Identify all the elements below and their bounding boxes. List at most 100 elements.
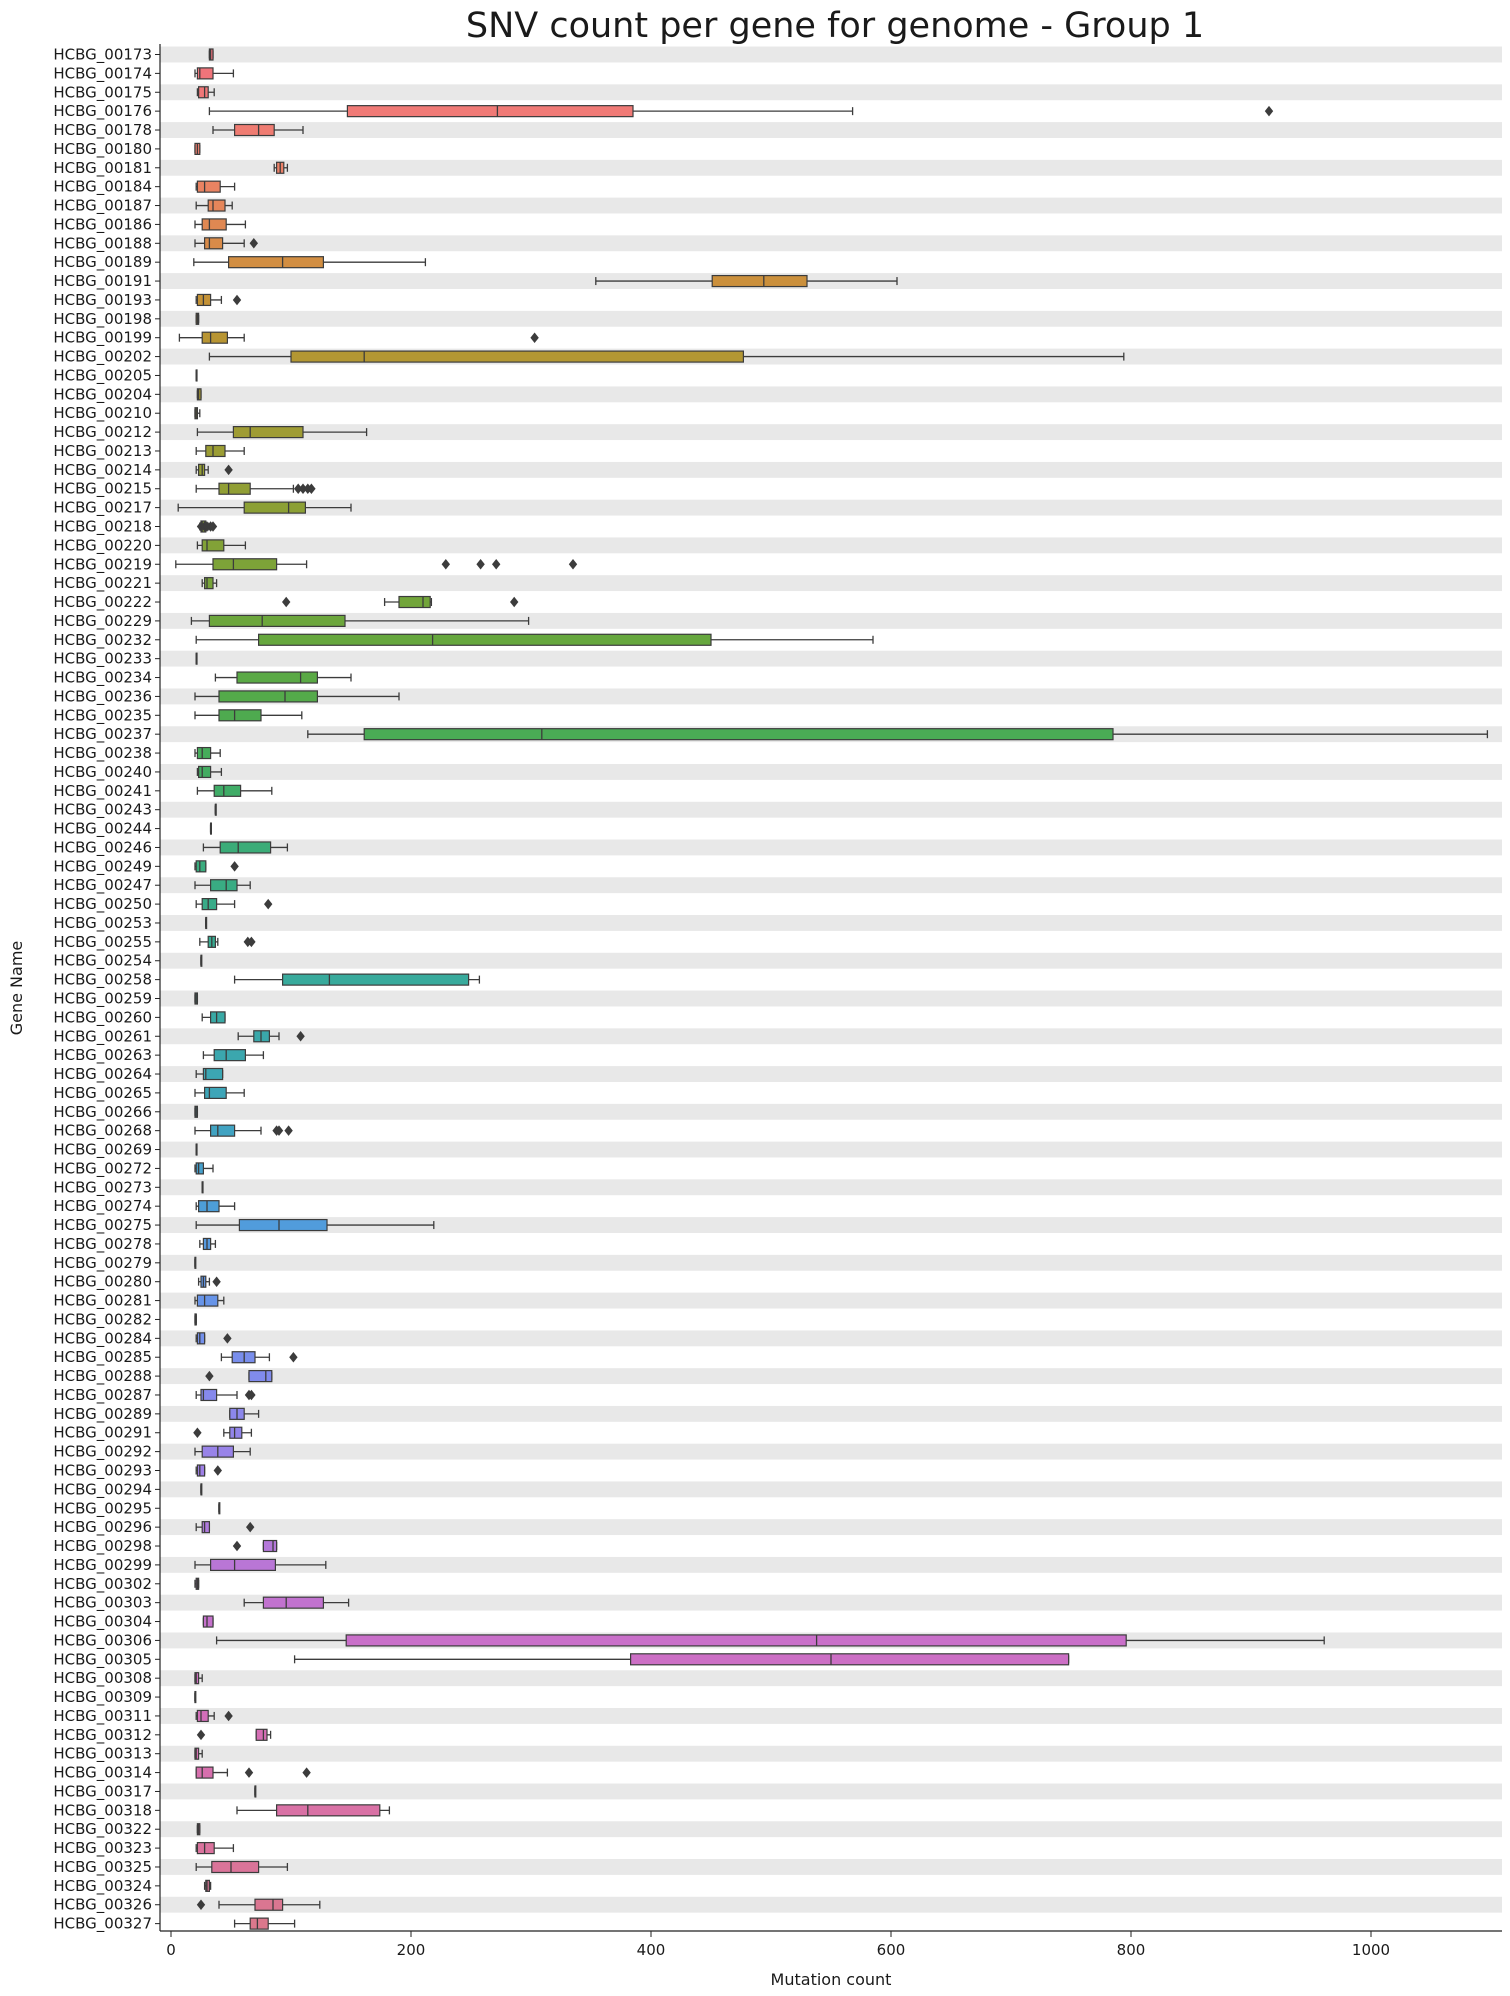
y-tick-label: HCBG_00292 xyxy=(53,1443,152,1462)
gene-box-HCBG_00296 xyxy=(195,1521,255,1534)
y-tick-label: HCBG_00178 xyxy=(53,121,152,140)
y-tick-label: HCBG_00232 xyxy=(53,631,152,650)
row-band xyxy=(160,1141,1502,1158)
iqr-box xyxy=(196,180,221,193)
outlier-point xyxy=(212,1276,221,1287)
gene-box-HCBG_00260 xyxy=(201,1011,226,1024)
gene-box-HCBG_00221 xyxy=(201,577,218,590)
y-tick-label: HCBG_00324 xyxy=(53,1877,152,1896)
outlier-point xyxy=(1264,105,1274,117)
gene-box-HCBG_00317 xyxy=(254,1785,257,1798)
gene-box-HCBG_00210 xyxy=(194,407,201,420)
row-band xyxy=(160,1670,1502,1687)
iqr-box xyxy=(345,1634,1127,1647)
outlier-point xyxy=(213,1465,222,1476)
row-band xyxy=(160,1028,1502,1045)
gene-box-HCBG_00246 xyxy=(202,841,289,854)
iqr-box xyxy=(346,105,634,118)
gene-box-HCBG_00215 xyxy=(195,482,316,495)
gene-box-HCBG_00287 xyxy=(195,1388,256,1402)
y-tick-label: HCBG_00302 xyxy=(53,1575,152,1594)
row-band xyxy=(160,990,1502,1007)
gene-box-HCBG_00189 xyxy=(193,256,427,269)
gene-box-HCBG_00240 xyxy=(196,765,223,779)
outlier-point xyxy=(530,332,539,343)
y-tick-label: HCBG_00258 xyxy=(53,971,152,990)
row-band xyxy=(160,1292,1502,1309)
y-tick-label: HCBG_00314 xyxy=(53,1764,152,1783)
x-axis-ticks: 0 200 400 600 800 1000 xyxy=(166,1931,1390,1959)
gene-box-HCBG_00193 xyxy=(195,293,242,307)
gene-box-HCBG_00318 xyxy=(236,1804,391,1817)
gene-box-HCBG_00176 xyxy=(208,105,1274,118)
y-tick-label: HCBG_00218 xyxy=(53,518,152,537)
y-tick-label: HCBG_00293 xyxy=(53,1462,152,1481)
y-tick-label: HCBG_00263 xyxy=(53,1046,152,1065)
gene-box-HCBG_00202 xyxy=(208,350,1125,363)
outlier-point xyxy=(230,861,239,872)
iqr-box xyxy=(629,1653,1070,1666)
outlier-point xyxy=(296,1031,305,1042)
row-band xyxy=(160,1556,1502,1573)
y-tick-label: HCBG_00313 xyxy=(53,1745,152,1764)
y-axis-ticks: HCBG_00173HCBG_00174HCBG_00175HCBG_00176… xyxy=(53,46,160,1934)
y-tick-label: HCBG_00244 xyxy=(53,820,152,839)
gene-box-HCBG_00289 xyxy=(229,1407,260,1420)
y-tick-label: HCBG_00235 xyxy=(53,706,152,725)
y-tick-label: HCBG_00174 xyxy=(53,64,152,83)
y-tick-label: HCBG_00298 xyxy=(53,1537,152,1556)
gene-box-HCBG_00314 xyxy=(195,1766,311,1779)
outlier-point xyxy=(208,521,218,532)
gene-box-HCBG_00294 xyxy=(200,1483,203,1496)
iqr-box xyxy=(232,426,304,439)
x-tick-label: 1000 xyxy=(1352,1941,1390,1959)
gene-box-HCBG_00232 xyxy=(195,633,874,646)
gene-box-HCBG_00187 xyxy=(195,199,233,212)
gene-box-HCBG_00184 xyxy=(195,180,236,193)
gene-box-HCBG_00326 xyxy=(196,1898,321,1911)
row-band xyxy=(160,575,1502,592)
y-tick-label: HCBG_00273 xyxy=(53,1178,152,1197)
gene-box-HCBG_00269 xyxy=(195,1143,198,1156)
row-band xyxy=(160,952,1502,969)
outlier-point xyxy=(274,1125,284,1136)
iqr-box xyxy=(204,237,224,250)
row-band xyxy=(160,122,1502,138)
row-band xyxy=(160,537,1502,554)
y-tick-label: HCBG_00304 xyxy=(53,1613,152,1632)
y-tick-label: HCBG_00279 xyxy=(53,1254,152,1273)
y-tick-label: HCBG_00213 xyxy=(53,442,152,461)
row-band xyxy=(160,1405,1502,1422)
gene-box-HCBG_00298 xyxy=(232,1539,278,1553)
outlier-point xyxy=(282,596,291,608)
iqr-box xyxy=(196,746,212,760)
iqr-box xyxy=(213,1049,246,1062)
row-band xyxy=(160,1708,1502,1724)
gene-box-HCBG_00304 xyxy=(202,1615,214,1628)
row-band xyxy=(160,1368,1502,1385)
iqr-box xyxy=(204,577,214,590)
gene-box-HCBG_00243 xyxy=(214,803,217,816)
gene-box-HCBG_00306 xyxy=(215,1634,1325,1647)
iqr-box xyxy=(218,482,251,495)
iqr-box xyxy=(236,671,319,684)
row-band xyxy=(160,1594,1502,1611)
y-tick-label: HCBG_00249 xyxy=(53,857,152,876)
gene-box-HCBG_00250 xyxy=(195,897,273,911)
y-tick-label: HCBG_00296 xyxy=(53,1518,152,1537)
iqr-box xyxy=(200,1388,218,1402)
y-tick-label: HCBG_00308 xyxy=(53,1669,152,1688)
y-tick-label: HCBG_00285 xyxy=(53,1348,152,1367)
iqr-box xyxy=(210,1124,236,1137)
outlier-point xyxy=(224,464,233,476)
gene-box-HCBG_00241 xyxy=(196,784,273,797)
gene-box-HCBG_00186 xyxy=(194,218,247,231)
iqr-box xyxy=(207,199,226,212)
gene-box-HCBG_00233 xyxy=(195,652,198,665)
gene-box-HCBG_00273 xyxy=(201,1181,204,1194)
row-band xyxy=(160,1745,1502,1762)
y-tick-label: HCBG_00254 xyxy=(53,952,152,971)
row-band xyxy=(160,1783,1502,1800)
iqr-box xyxy=(218,709,262,722)
outlier-point xyxy=(294,483,303,494)
